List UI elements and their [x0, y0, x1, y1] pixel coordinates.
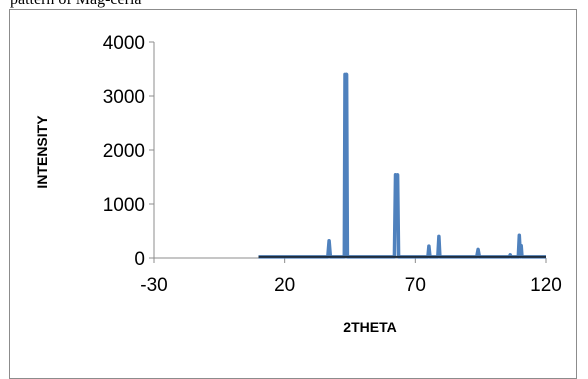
cropped-caption: pattern of Mag-ceria [10, 0, 141, 9]
x-tick-label: -30 [140, 275, 167, 296]
x-tick-labels: -30 20 70 120 [140, 258, 562, 296]
y-tick-label: 2000 [103, 141, 145, 162]
y-tick-label: 4000 [103, 33, 145, 54]
y-tick-labels: 0 1000 2000 3000 4000 [103, 33, 154, 270]
x-tick-label: 20 [274, 275, 295, 296]
x-tick-label: 120 [530, 275, 562, 296]
chart-frame [9, 9, 577, 379]
x-axis-title: 2THETA [343, 319, 396, 335]
y-tick-label: 3000 [103, 87, 145, 108]
y-tick-label: 1000 [103, 195, 145, 216]
y-axis-title: INTENSITY [34, 115, 50, 189]
x-tick-label: 70 [405, 275, 426, 296]
plot-area [258, 72, 546, 259]
series-line [258, 72, 546, 259]
y-tick-label: 0 [134, 249, 145, 270]
xrd-chart: 0 1000 2000 3000 4000 -30 20 70 120 2THETA INTE… [34, 33, 562, 335]
